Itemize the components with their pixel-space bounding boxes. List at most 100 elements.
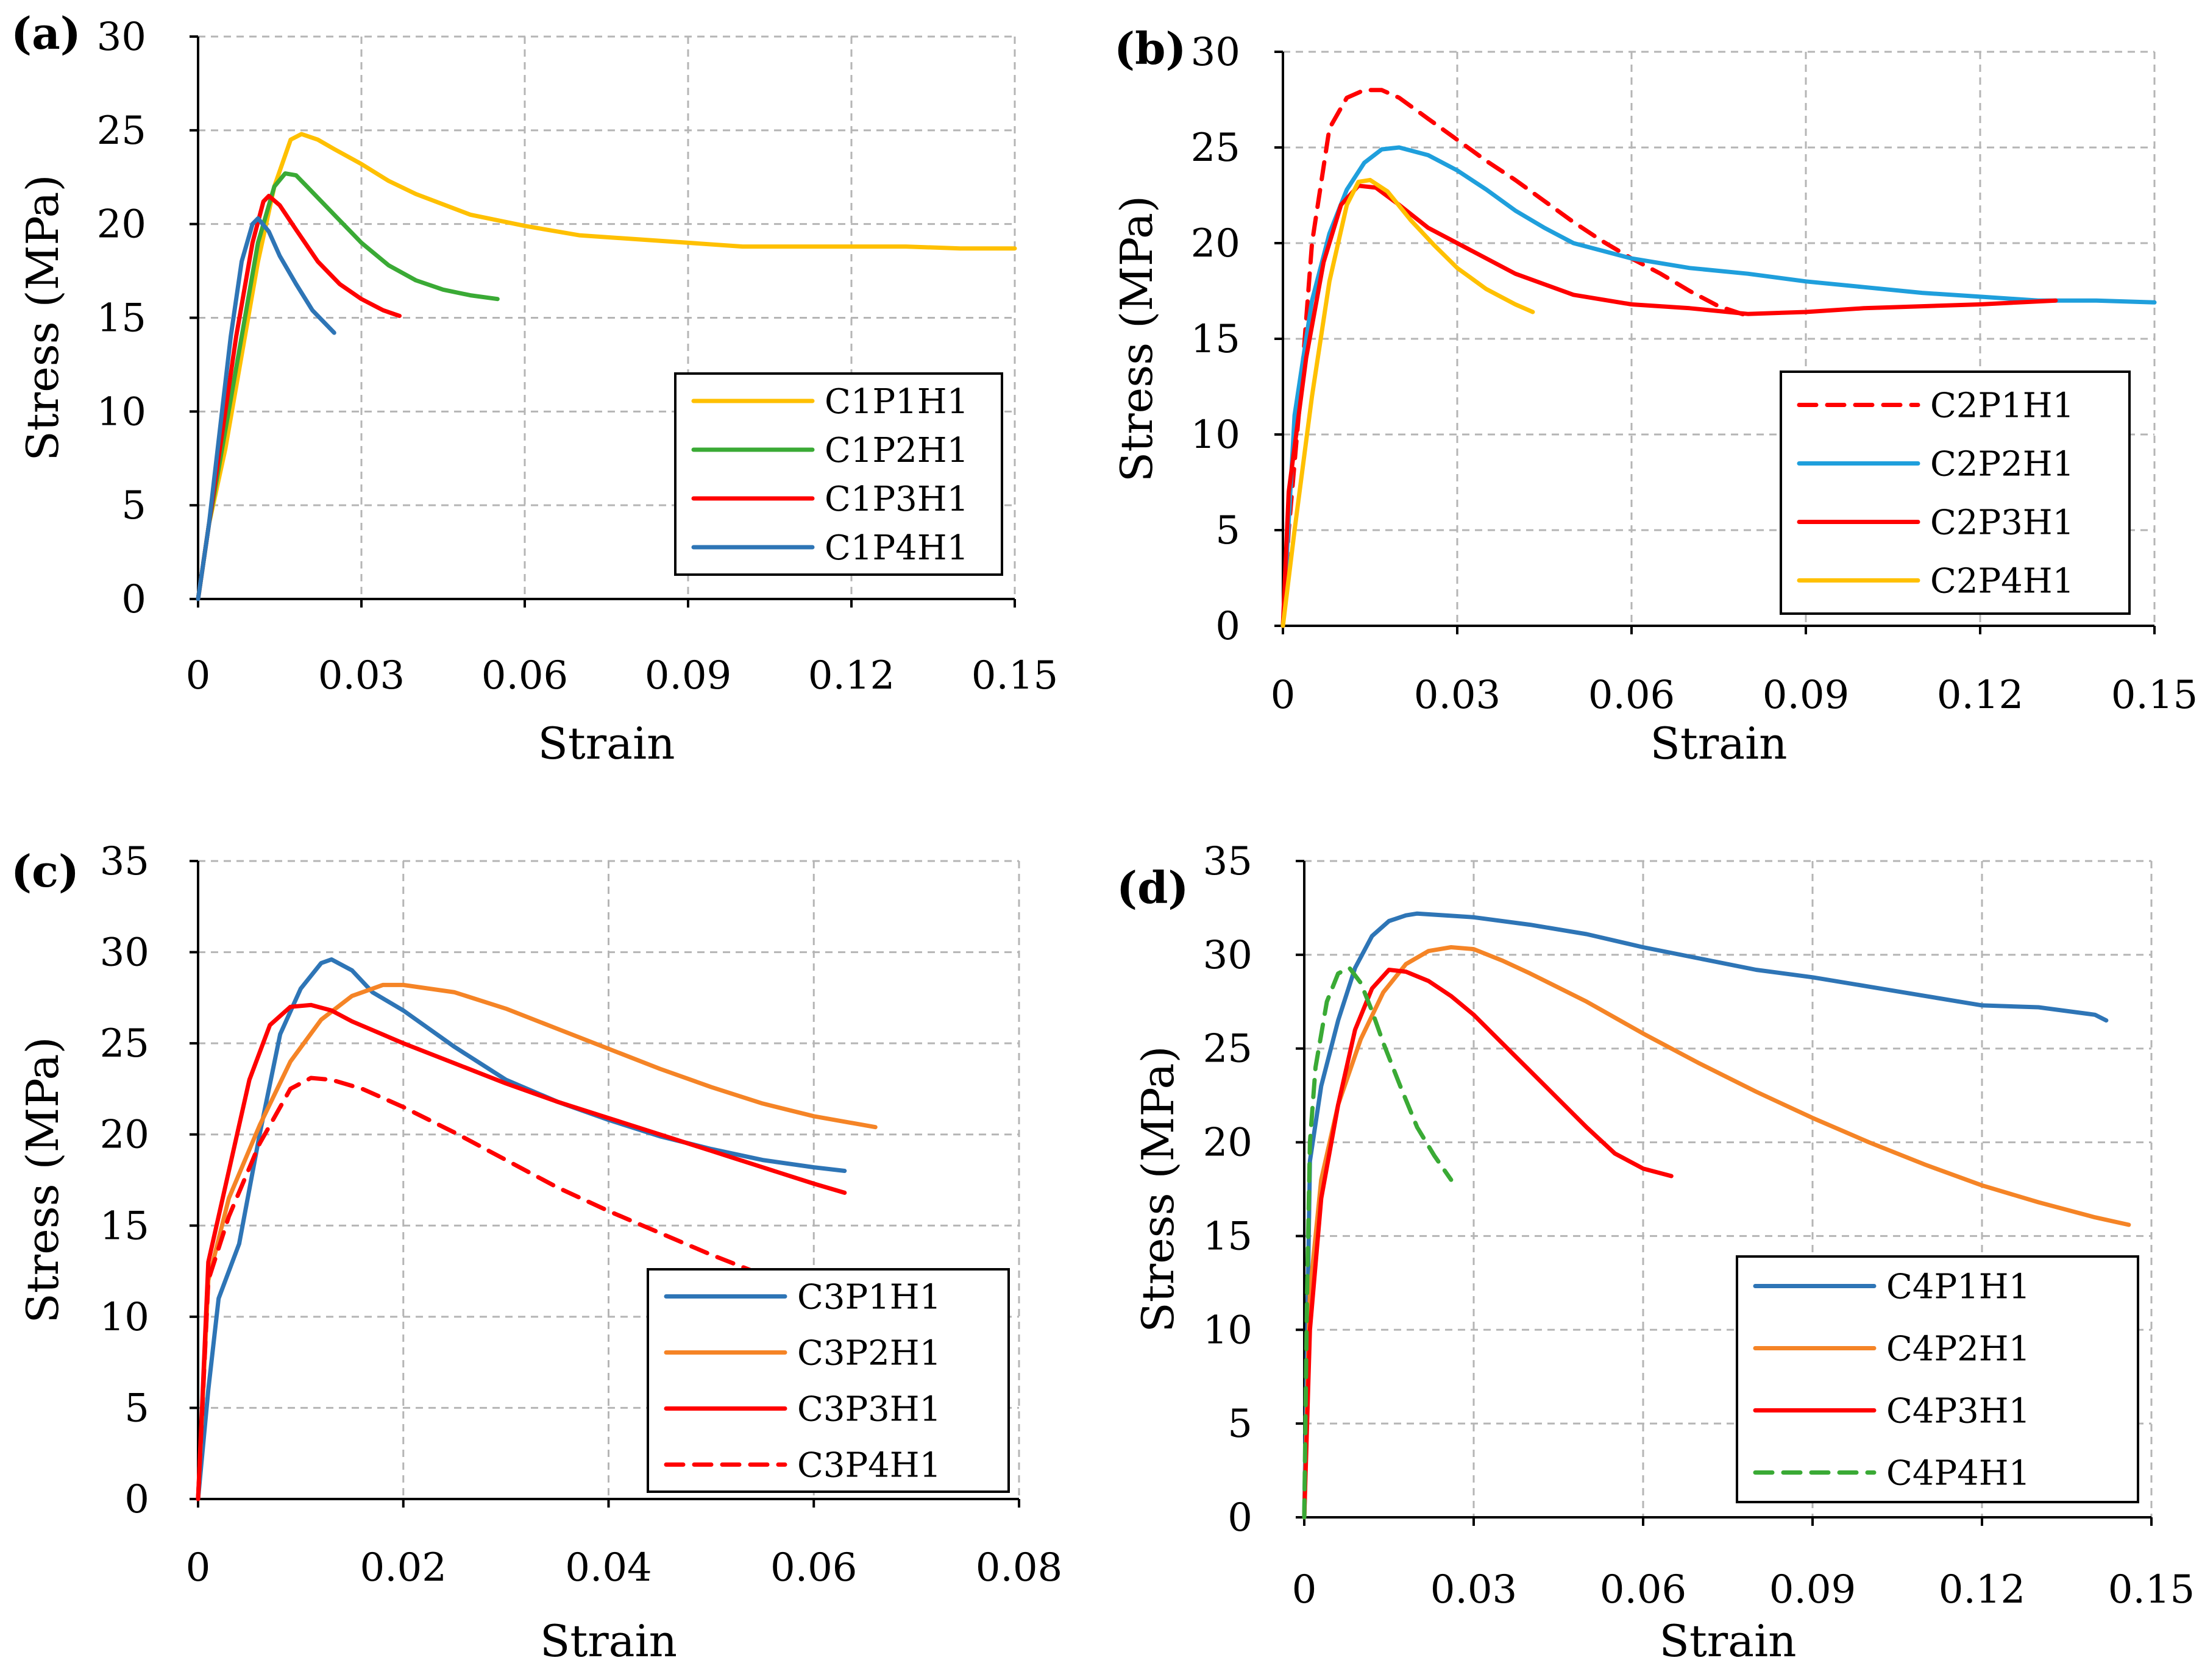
x-tick-label: 0.15 xyxy=(971,653,1059,698)
legend-label: C2P4H1 xyxy=(1930,562,2074,601)
x-tick-label: 0.09 xyxy=(1763,673,1850,718)
x-tick-label: 0.03 xyxy=(1430,1567,1518,1612)
legend-label: C3P4H1 xyxy=(797,1446,941,1486)
legend-frame xyxy=(1780,370,2131,615)
panel-letter: (b) xyxy=(1114,23,1186,74)
y-tick-label: 15 xyxy=(1191,317,1240,362)
series-line-c1p1h1 xyxy=(196,132,1017,601)
legend-label: C1P1H1 xyxy=(825,382,968,422)
legend-label: C4P4H1 xyxy=(1886,1454,2030,1494)
x-tick-label: 0.06 xyxy=(1588,673,1675,718)
x-tick-label: 0.09 xyxy=(645,653,732,698)
legend-frame xyxy=(647,1268,1010,1493)
x-tick-label: 0 xyxy=(1271,673,1296,718)
y-tick-label: 20 xyxy=(97,202,146,247)
y-tick-label: 10 xyxy=(100,1295,149,1340)
x-tick-label: 0.12 xyxy=(1939,1567,2026,1612)
chart-panel-4: 0 5 10 15 20 25 30 35 0 0.03 0.06 0.09 0.12 0.15 Strai… xyxy=(1117,839,2195,1667)
legend-label: C2P2H1 xyxy=(1930,445,2074,484)
series-line-c1p4h1 xyxy=(196,216,336,601)
series-line-c4p1h1 xyxy=(1302,911,2109,1520)
y-tick-label: 30 xyxy=(100,930,149,976)
x-tick-label: 0.03 xyxy=(318,653,405,698)
legend-label: C1P2H1 xyxy=(825,431,968,470)
x-tick-label: 0.15 xyxy=(2111,673,2198,718)
y-tick-label: 20 xyxy=(100,1113,149,1158)
y-tick-label: 25 xyxy=(97,108,146,154)
y-axis-title: Stress (MPa) xyxy=(17,1037,68,1323)
series-line-c1p2h1 xyxy=(196,171,500,601)
legend-label: C2P1H1 xyxy=(1930,386,2074,426)
y-tick-label: 10 xyxy=(1191,413,1240,458)
y-tick-label: 30 xyxy=(1191,30,1240,75)
legend: C1P1H1 C1P2H1 C1P3H1 C1P4H1 xyxy=(674,372,1003,576)
x-tick-label: 0.03 xyxy=(1414,673,1501,718)
legend: C3P1H1 C3P2H1 C3P3H1 C3P4H1 xyxy=(647,1268,1010,1493)
x-axis-title: Strain xyxy=(538,718,675,769)
y-tick-label: 20 xyxy=(1191,221,1240,266)
series-line-c3p2h1 xyxy=(196,982,878,1501)
panel-letter: (a) xyxy=(11,7,81,59)
series-line-c4p3h1 xyxy=(1302,968,1674,1520)
y-tick-label: 15 xyxy=(97,296,146,341)
y-tick-label: 10 xyxy=(1203,1308,1252,1353)
y-tick-label: 15 xyxy=(1203,1214,1252,1259)
x-tick-label: 0 xyxy=(186,653,211,698)
y-axis-title: Stress (MPa) xyxy=(1111,196,1162,482)
y-tick-label: 25 xyxy=(100,1021,149,1066)
legend-label: C3P3H1 xyxy=(797,1390,941,1430)
x-tick-label: 0.06 xyxy=(481,653,569,698)
y-tick-label: 5 xyxy=(124,1386,149,1431)
y-tick-label: 35 xyxy=(1203,839,1252,884)
y-tick-label: 5 xyxy=(121,483,146,528)
y-tick-label: 0 xyxy=(121,577,146,622)
x-axis-title: Strain xyxy=(1660,1615,1797,1667)
legend-label: C1P4H1 xyxy=(825,528,968,568)
x-tick-label: 0.08 xyxy=(976,1545,1063,1590)
legend-label: C3P1H1 xyxy=(797,1278,941,1317)
series-line-c2p4h1 xyxy=(1280,177,1535,628)
x-axis-title: Strain xyxy=(540,1615,677,1667)
panel-letter: (c) xyxy=(11,845,79,897)
x-tick-label: 0.06 xyxy=(770,1545,858,1590)
chart-panel-1: 0 5 10 15 20 25 30 0 0.03 0.06 0.09 0.12 0.15 Strain S… xyxy=(11,7,1058,769)
series-line-c3p4h1 xyxy=(196,1076,796,1501)
y-tick-label: 5 xyxy=(1227,1402,1252,1447)
series-line-c1p3h1 xyxy=(196,194,402,601)
x-tick-label: 0.09 xyxy=(1769,1567,1856,1612)
series-line-c3p3h1 xyxy=(196,1002,847,1501)
x-tick-label: 0.04 xyxy=(565,1545,652,1590)
y-tick-label: 10 xyxy=(97,389,146,434)
legend-label: C4P1H1 xyxy=(1886,1267,2030,1307)
y-axis-title: Stress (MPa) xyxy=(1132,1046,1184,1332)
series-line-c4p2h1 xyxy=(1302,945,2131,1520)
chart-panel-2: 0 5 10 15 20 25 30 0 0.03 0.06 0.09 0.12 0.15 Strain S… xyxy=(1111,23,2198,769)
y-tick-label: 30 xyxy=(1203,933,1252,978)
x-tick-label: 0.06 xyxy=(1600,1567,1687,1612)
y-tick-label: 5 xyxy=(1215,508,1240,553)
y-tick-label: 15 xyxy=(100,1203,149,1249)
panel-letter: (d) xyxy=(1117,862,1188,913)
legend-label: C1P3H1 xyxy=(825,480,968,519)
y-tick-label: 0 xyxy=(1227,1495,1252,1540)
legend-label: C2P3H1 xyxy=(1930,503,2074,543)
legend-label: C4P2H1 xyxy=(1886,1330,2030,1369)
legend-label: C4P3H1 xyxy=(1886,1392,2030,1431)
y-axis-title: Stress (MPa) xyxy=(17,174,68,461)
x-tick-label: 0 xyxy=(1292,1567,1317,1612)
legend-label: C3P2H1 xyxy=(797,1334,941,1373)
series-line-c4p4h1 xyxy=(1302,965,1454,1520)
y-tick-label: 25 xyxy=(1191,126,1240,171)
chart-panel-3: 0 5 10 15 20 25 30 35 0 0.02 0.04 0.06 0.08 Strain Str… xyxy=(11,839,1062,1667)
series-line-c2p1h1 xyxy=(1280,88,1750,628)
y-tick-label: 0 xyxy=(124,1477,149,1522)
series-line-c2p2h1 xyxy=(1280,145,2157,628)
series-line-c2p3h1 xyxy=(1280,183,2058,628)
y-tick-label: 25 xyxy=(1203,1027,1252,1072)
x-tick-label: 0.15 xyxy=(2108,1567,2195,1612)
x-tick-label: 0.12 xyxy=(1937,673,2024,718)
x-tick-label: 0.02 xyxy=(360,1545,447,1590)
y-tick-label: 20 xyxy=(1203,1121,1252,1166)
legend: C2P1H1 C2P2H1 C2P3H1 C2P4H1 xyxy=(1780,370,2131,615)
